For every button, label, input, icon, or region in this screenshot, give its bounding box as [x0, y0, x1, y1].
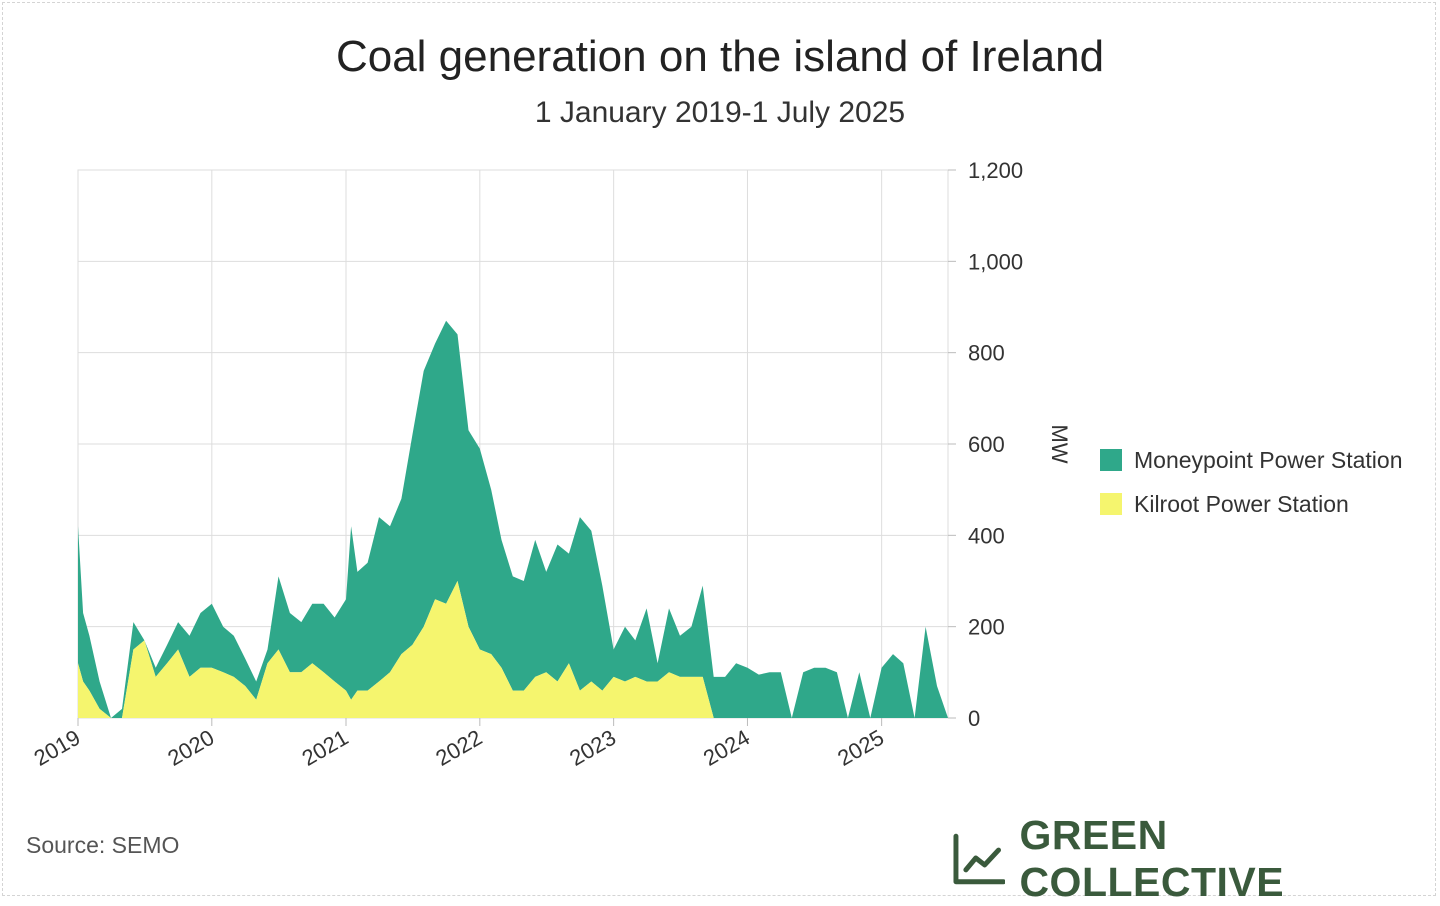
chart-subtitle: 1 January 2019-1 July 2025 — [534, 96, 906, 129]
chart-title: Coal generation on the island of Ireland — [335, 32, 1105, 81]
area-kilroot — [78, 581, 948, 718]
y-tick-label: 600 — [968, 432, 1005, 457]
source-note: Source: SEMO — [26, 832, 180, 858]
x-tick-label: 2021 — [298, 725, 353, 771]
y-tick-label: 200 — [968, 615, 1005, 640]
x-tick-label: 2020 — [163, 725, 218, 771]
y-tick-label: 1,000 — [968, 249, 1023, 274]
chart-legend: Moneypoint Power Station Kilroot Power S… — [1100, 438, 1403, 526]
y-axis-label: MW — [1047, 424, 1072, 463]
legend-swatch-kilroot — [1100, 493, 1122, 515]
x-tick-label: 2024 — [699, 725, 754, 771]
area-moneypoint — [78, 320, 948, 718]
x-tick-label: 2022 — [431, 725, 486, 771]
x-tick-label: 2025 — [833, 725, 888, 771]
x-tick-label: 2023 — [565, 725, 620, 771]
brand-logo[interactable]: GREEN COLLECTIVE — [952, 812, 1440, 906]
legend-label-moneypoint: Moneypoint Power Station — [1134, 446, 1403, 473]
area-layer — [78, 320, 948, 718]
y-tick-label: 0 — [968, 706, 980, 731]
legend-item-kilroot[interactable]: Kilroot Power Station — [1100, 482, 1403, 526]
y-tick-label: 800 — [968, 341, 1005, 366]
legend-item-moneypoint[interactable]: Moneypoint Power Station — [1100, 438, 1403, 482]
legend-label-kilroot: Kilroot Power Station — [1134, 490, 1349, 517]
x-tick-label: 2019 — [30, 725, 85, 771]
legend-swatch-moneypoint — [1100, 449, 1122, 471]
brand-name: GREEN COLLECTIVE — [1019, 812, 1285, 905]
y-tick-label: 1,200 — [968, 158, 1023, 183]
y-tick-label: 400 — [968, 523, 1005, 548]
line-chart-icon — [953, 833, 1006, 885]
